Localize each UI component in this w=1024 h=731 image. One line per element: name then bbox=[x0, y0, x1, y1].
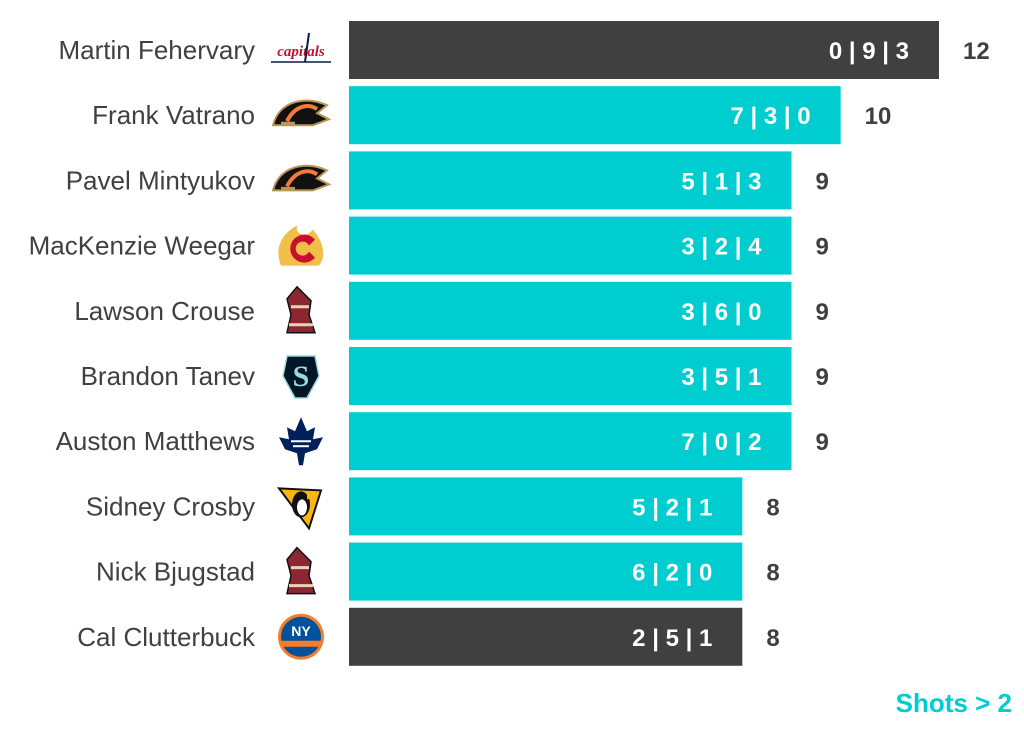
bar-breakdown-label: 7 | 3 | 0 bbox=[731, 103, 811, 130]
player-label: Pavel Mintyukov bbox=[66, 165, 255, 195]
player-label: Sidney Crosby bbox=[86, 491, 255, 521]
flames-logo-icon bbox=[278, 225, 324, 266]
bar-breakdown-label: 3 | 5 | 1 bbox=[681, 364, 761, 391]
islanders-logo-icon: NY bbox=[278, 613, 324, 660]
bar bbox=[349, 477, 743, 536]
bar bbox=[349, 216, 792, 275]
ducks-logo-icon bbox=[271, 99, 332, 127]
svg-text:capitals: capitals bbox=[277, 44, 325, 60]
bar-total-label: 9 bbox=[816, 364, 829, 391]
bar-total-label: 8 bbox=[766, 625, 779, 652]
bar-breakdown-label: 2 | 5 | 1 bbox=[632, 625, 712, 652]
bar bbox=[349, 412, 792, 471]
threshold-note: Shots > 2 bbox=[895, 688, 1012, 718]
bar-total-label: 9 bbox=[816, 234, 829, 261]
bar-row: Sidney Crosby 5 | 2 | 1 8 bbox=[86, 477, 780, 536]
bar-total-label: 8 bbox=[766, 494, 779, 521]
bar-total-label: 12 bbox=[963, 38, 990, 65]
ducks-logo-icon bbox=[271, 164, 332, 192]
bar bbox=[349, 21, 939, 79]
bar-row: MacKenzie Weegar 3 | 2 | 4 9 bbox=[29, 216, 829, 275]
bar-row: Cal Clutterbuck NY 2 | 5 | 1 8 bbox=[77, 607, 780, 666]
bar-row: Auston Matthews 7 | 0 | 2 9 bbox=[56, 412, 829, 471]
bar-total-label: 9 bbox=[816, 299, 829, 326]
bar-breakdown-label: 3 | 2 | 4 bbox=[681, 234, 762, 261]
bar bbox=[349, 542, 743, 601]
player-label: Brandon Tanev bbox=[81, 361, 255, 391]
bar-total-label: 9 bbox=[816, 429, 829, 456]
bar-total-label: 9 bbox=[816, 168, 829, 195]
bar bbox=[349, 607, 743, 666]
coyotes-logo-icon bbox=[286, 285, 317, 334]
bar-row: Pavel Mintyukov 5 | 1 | 3 9 bbox=[66, 151, 829, 210]
svg-text:NY: NY bbox=[291, 623, 311, 639]
bar-breakdown-label: 6 | 2 | 0 bbox=[632, 560, 712, 587]
coyotes-logo-icon bbox=[286, 546, 317, 595]
bar bbox=[349, 281, 792, 340]
svg-text:S: S bbox=[293, 360, 310, 393]
player-label: Cal Clutterbuck bbox=[77, 622, 256, 652]
bar-row: Martin Fehervary capitals 0 | 9 | 3 12 bbox=[59, 21, 990, 79]
bar-breakdown-label: 5 | 2 | 1 bbox=[632, 494, 712, 521]
bar bbox=[349, 86, 841, 145]
bar-row: Frank Vatrano 7 | 3 | 0 10 bbox=[92, 86, 892, 145]
bar-row: Lawson Crouse 3 | 6 | 0 9 bbox=[74, 281, 829, 340]
bar-row: Nick Bjugstad 6 | 2 | 0 8 bbox=[96, 542, 780, 601]
player-label: Martin Fehervary bbox=[59, 35, 256, 65]
player-label: Nick Bjugstad bbox=[96, 557, 255, 587]
bar-breakdown-label: 7 | 0 | 2 bbox=[681, 429, 761, 456]
player-label: Frank Vatrano bbox=[92, 100, 255, 130]
bar bbox=[349, 347, 792, 405]
bar-breakdown-label: 3 | 6 | 0 bbox=[681, 299, 761, 326]
maple-leafs-logo-icon bbox=[279, 417, 323, 466]
capitals-logo-icon: capitals bbox=[271, 32, 331, 63]
bar-breakdown-label: 0 | 9 | 3 bbox=[829, 38, 909, 65]
bar-row: Brandon Tanev S 3 | 5 | 1 9 bbox=[81, 347, 829, 405]
bar-breakdown-label: 5 | 1 | 3 bbox=[681, 168, 761, 195]
player-label: Lawson Crouse bbox=[74, 296, 255, 326]
player-label: MacKenzie Weegar bbox=[29, 231, 256, 261]
kraken-logo-icon: S bbox=[282, 355, 320, 399]
penguins-logo-icon bbox=[276, 487, 323, 531]
player-label: Auston Matthews bbox=[56, 426, 255, 456]
bar bbox=[349, 151, 792, 210]
bar-total-label: 10 bbox=[865, 103, 892, 130]
bar-total-label: 8 bbox=[766, 560, 779, 587]
